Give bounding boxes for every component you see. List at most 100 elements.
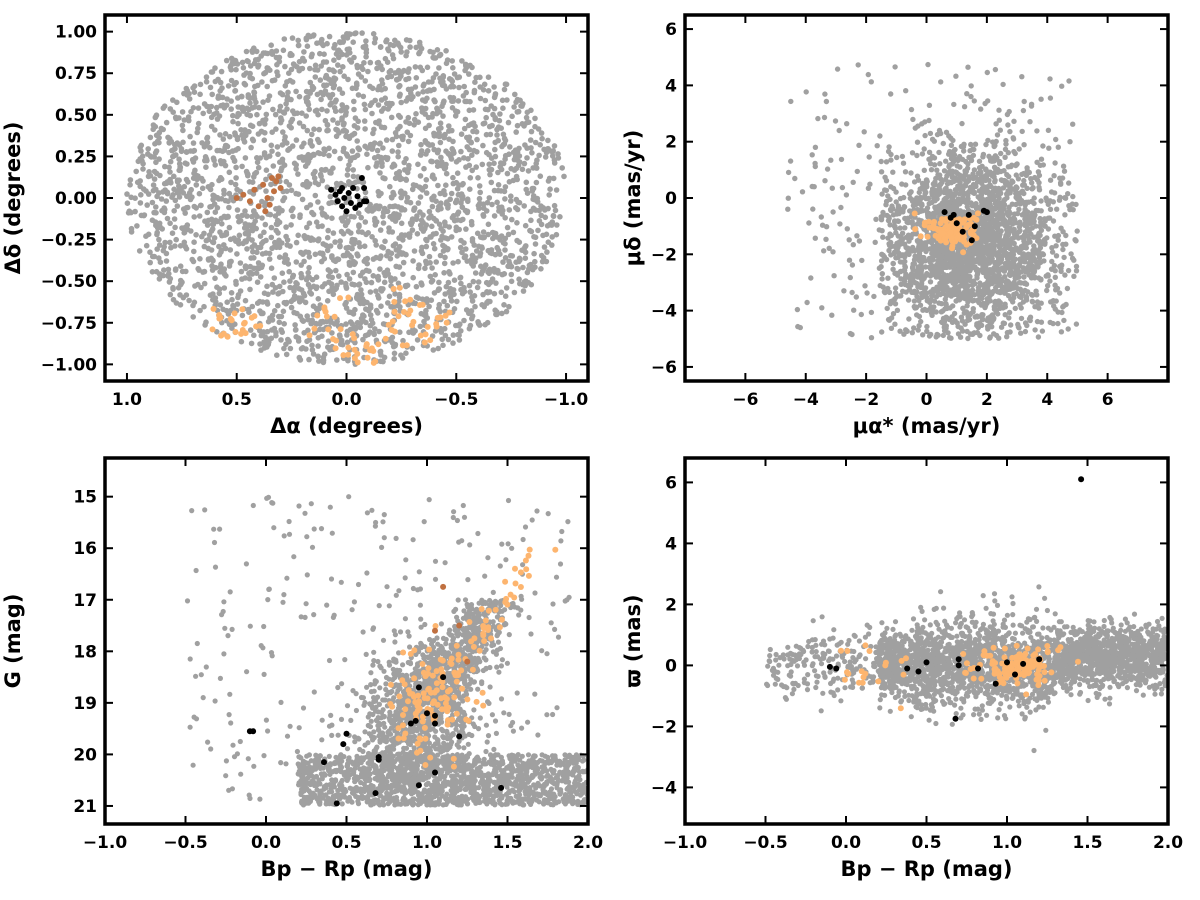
field-star [847,274,853,281]
field-star [293,326,299,333]
field-star [309,209,315,216]
field-star [427,273,434,280]
field-star [511,104,517,110]
field-star [217,132,223,138]
orange-star [422,331,429,338]
field-star [396,243,403,250]
field-star [438,329,445,335]
member-star [339,203,346,210]
field-star [360,300,367,307]
field-star [271,275,278,281]
field-star [351,130,358,137]
field-star [1028,291,1035,298]
field-star [326,33,333,40]
field-star [305,269,312,276]
field-star [270,163,277,169]
field-star [830,209,836,215]
field-star [880,234,886,240]
brown-star [268,175,275,181]
orange-star [390,285,397,292]
field-star [985,315,991,321]
field-star [431,193,437,200]
field-star [203,79,210,85]
field-star [1058,225,1064,231]
field-star [145,146,151,152]
field-star [377,170,383,176]
field-star [470,107,477,113]
field-star [165,266,172,273]
field-star [506,303,512,310]
field-star [557,214,563,220]
field-star [454,170,461,176]
field-star [337,155,343,162]
orange-star [424,323,431,330]
field-star [1038,276,1044,282]
field-star [376,83,383,90]
field-star [202,322,208,328]
field-star [917,302,924,308]
field-star [339,102,346,108]
field-star [388,250,395,257]
field-star [948,287,954,294]
field-star [459,249,465,256]
field-star [485,298,491,305]
field-star [1051,173,1057,179]
field-star [172,114,179,121]
field-star [251,332,257,339]
field-star [153,148,160,154]
field-star [508,165,514,172]
field-star [462,98,468,105]
field-star [507,252,514,259]
field-star [343,299,349,306]
field-star [449,127,455,134]
field-star [279,142,286,148]
field-star [405,95,411,101]
field-star [458,328,464,334]
field-star [405,69,411,75]
field-star [316,126,323,133]
field-star [911,303,917,310]
field-star [897,328,903,334]
field-star [315,223,322,230]
brown-star [260,181,267,188]
field-star [462,116,469,123]
field-star [312,192,319,199]
field-star [286,338,292,345]
field-star [451,277,458,284]
brown-star [277,185,284,191]
field-star [903,273,909,280]
field-star [346,162,352,168]
field-star [167,169,173,175]
field-star [196,190,203,197]
field-star [958,325,964,331]
field-star [448,76,455,83]
orange-star [325,326,332,333]
field-star [395,40,401,46]
field-star [335,62,341,68]
field-star [968,93,974,100]
brown-star [264,195,271,201]
orange-star [242,330,249,337]
field-star [233,175,239,181]
field-star [437,139,444,146]
field-star [878,258,885,264]
field-star [1051,303,1057,309]
field-star [409,227,416,233]
field-star [288,304,295,311]
field-star [474,284,481,291]
field-star [441,298,447,305]
field-star [473,248,480,254]
field-star [320,59,327,65]
field-star [330,84,337,91]
field-star [809,152,815,158]
field-star [375,310,381,316]
field-star [433,217,439,224]
orange-star [395,313,402,320]
field-star [174,179,181,185]
field-star [372,326,378,332]
field-star [436,301,443,308]
field-star [438,225,444,232]
field-star [415,91,421,97]
field-star [509,113,515,120]
field-star [413,182,419,189]
